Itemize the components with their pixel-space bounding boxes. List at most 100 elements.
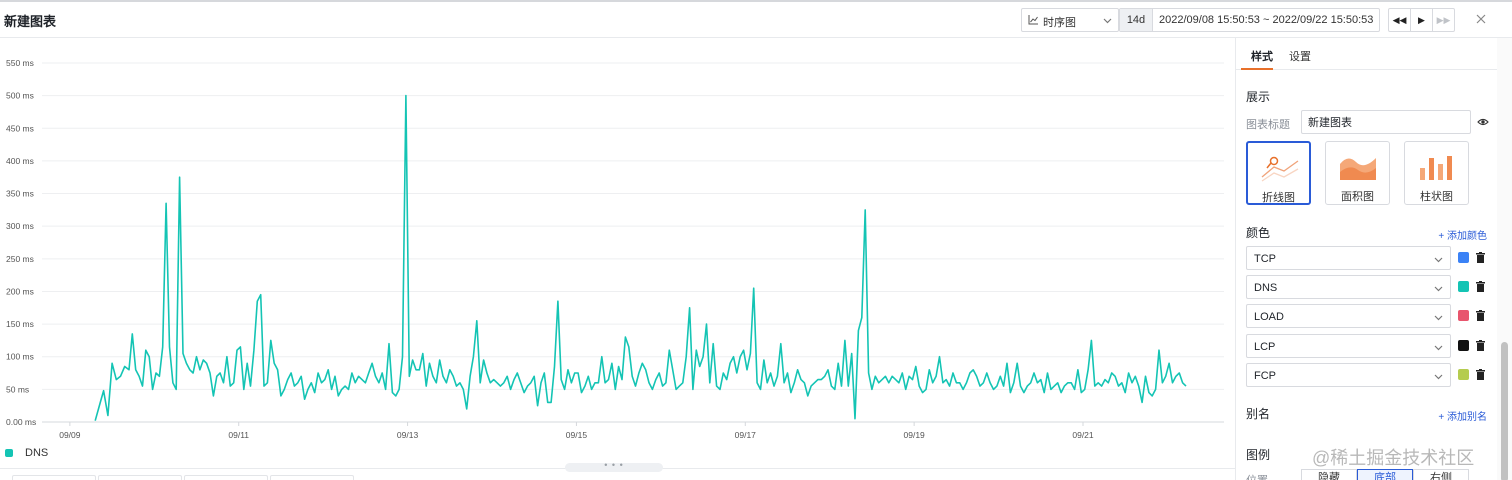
range-duration-tag[interactable]: 14d xyxy=(1120,9,1153,31)
section-alias: 别名 xyxy=(1246,407,1271,421)
data-point xyxy=(1009,391,1011,393)
close-icon[interactable] xyxy=(1474,12,1488,26)
data-point xyxy=(1050,388,1052,390)
data-point xyxy=(553,365,555,367)
data-point xyxy=(102,390,104,392)
data-point xyxy=(780,343,782,345)
data-point xyxy=(675,388,677,390)
data-point xyxy=(165,202,167,204)
time-range-picker[interactable]: 14d 2022/09/08 15:50:53 ~ 2022/09/22 15:… xyxy=(1119,8,1380,32)
data-point xyxy=(996,385,998,387)
tab-settings[interactable]: 设置 xyxy=(1289,51,1311,63)
y-tick-label: 350 ms xyxy=(6,189,34,199)
trash-icon[interactable] xyxy=(1476,340,1485,351)
legend-label-dns[interactable]: DNS xyxy=(25,447,49,459)
bottom-tab[interactable] xyxy=(270,475,354,480)
trash-icon[interactable] xyxy=(1476,252,1485,263)
data-point xyxy=(202,359,204,361)
data-point xyxy=(972,369,974,371)
data-point xyxy=(695,349,697,351)
data-point xyxy=(151,388,153,390)
data-point xyxy=(570,382,572,384)
chart-title-input[interactable] xyxy=(1301,110,1471,134)
range-text[interactable]: 2022/09/08 15:50:53 ~ 2022/09/22 15:50:5… xyxy=(1159,14,1374,26)
data-point xyxy=(435,382,437,384)
legend-position-hide[interactable]: 隐藏 xyxy=(1301,469,1357,480)
play-button[interactable]: ▶ xyxy=(1411,9,1433,31)
data-point xyxy=(898,382,900,384)
data-point xyxy=(459,382,461,384)
metric-select[interactable]: DNS xyxy=(1246,275,1451,299)
resize-handle[interactable]: • • • xyxy=(565,461,663,472)
metric-select[interactable]: FCP xyxy=(1246,363,1451,387)
data-point xyxy=(847,385,849,387)
data-point xyxy=(651,388,653,390)
data-point xyxy=(310,382,312,384)
bottom-tab[interactable] xyxy=(98,475,182,480)
data-point xyxy=(1043,391,1045,393)
data-point xyxy=(658,372,660,374)
data-point xyxy=(253,349,255,351)
tab-style[interactable]: 样式 xyxy=(1251,51,1273,63)
metric-select[interactable]: LCP xyxy=(1246,334,1451,358)
color-swatch[interactable] xyxy=(1458,369,1469,380)
data-point xyxy=(395,395,397,397)
panel-scrollbar[interactable] xyxy=(1497,38,1512,480)
metric-select[interactable]: TCP xyxy=(1246,246,1451,270)
data-point xyxy=(1185,385,1187,387)
data-point xyxy=(1181,382,1183,384)
metric-select-value: DNS xyxy=(1254,282,1278,294)
color-swatch[interactable] xyxy=(1458,252,1469,263)
data-point xyxy=(1040,378,1042,380)
fast-forward-icon: ▶▶ xyxy=(1436,14,1451,25)
eye-icon[interactable] xyxy=(1477,117,1489,127)
chart-type-card-area[interactable]: 面积图 xyxy=(1325,141,1390,205)
data-point xyxy=(678,385,680,387)
data-point xyxy=(567,369,569,371)
chevron-down-icon xyxy=(1434,345,1443,351)
color-swatch[interactable] xyxy=(1458,340,1469,351)
metric-select[interactable]: LOAD xyxy=(1246,304,1451,328)
data-point xyxy=(229,385,231,387)
play-icon: ▶ xyxy=(1418,14,1425,25)
data-point xyxy=(631,375,633,377)
data-point xyxy=(364,382,366,384)
data-point xyxy=(334,375,336,377)
trash-icon[interactable] xyxy=(1476,281,1485,292)
rewind-button[interactable]: ◀◀ xyxy=(1389,9,1411,31)
data-point xyxy=(786,372,788,374)
bottom-tab[interactable] xyxy=(184,475,268,480)
forward-button[interactable]: ▶▶ xyxy=(1433,9,1454,31)
chart-type-select[interactable]: 时序图 xyxy=(1021,8,1119,32)
chart-type-card-line[interactable]: 折线图 xyxy=(1246,141,1311,205)
trash-icon[interactable] xyxy=(1476,369,1485,380)
scrollbar-thumb[interactable] xyxy=(1501,342,1508,480)
data-point xyxy=(624,336,626,338)
add-color-link[interactable]: + 添加颜色 xyxy=(1438,231,1487,242)
data-point xyxy=(1114,375,1116,377)
trash-icon[interactable] xyxy=(1476,310,1485,321)
data-point xyxy=(955,382,957,384)
data-point xyxy=(590,388,592,390)
chart-type-card-bar[interactable]: 柱状图 xyxy=(1404,141,1469,205)
legend-position-right[interactable]: 右侧 xyxy=(1413,469,1469,480)
data-point xyxy=(830,385,832,387)
series-line-dns xyxy=(94,94,1187,421)
add-alias-link[interactable]: + 添加别名 xyxy=(1438,412,1487,423)
data-point xyxy=(324,378,326,380)
color-swatch[interactable] xyxy=(1458,310,1469,321)
bottom-tab[interactable] xyxy=(12,475,96,480)
data-point xyxy=(199,369,201,371)
legend-position-bottom[interactable]: 底部 xyxy=(1357,469,1413,480)
chart-area: 0.00 ms 50 ms 100 ms 150 ms 200 ms 250 ms 300 … xyxy=(0,38,1235,480)
data-point xyxy=(131,333,133,335)
data-point xyxy=(925,388,927,390)
data-point xyxy=(834,388,836,390)
data-point xyxy=(337,395,339,397)
data-point xyxy=(803,382,805,384)
data-point xyxy=(824,375,826,377)
data-point xyxy=(124,365,126,367)
color-swatch[interactable] xyxy=(1458,281,1469,292)
chevron-down-icon xyxy=(1434,315,1443,321)
data-point xyxy=(665,382,667,384)
